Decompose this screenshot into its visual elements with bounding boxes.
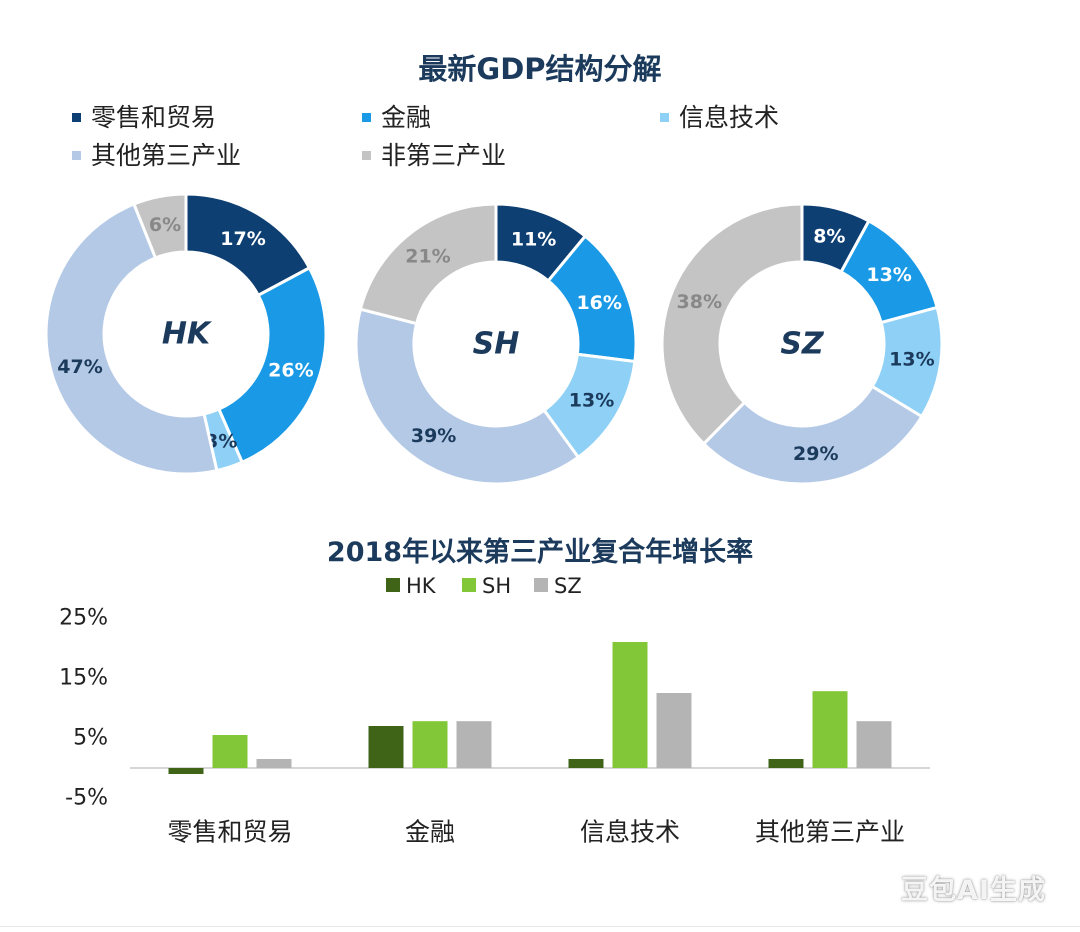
donut-hk-slice-4: [132, 192, 188, 260]
bar-category-label: 其他第三产业: [755, 818, 905, 847]
donut-sz-label-3: 29%: [793, 443, 838, 465]
bar-ytick-label: 5%: [73, 726, 108, 751]
donut-sh-slice-4: [358, 202, 498, 326]
legend-swatch-retail: [72, 112, 81, 122]
bar-legend-swatch-sh: [462, 578, 476, 592]
bar-legend-sz: SZ: [534, 574, 582, 598]
bar-legend-label-hk: HK: [406, 574, 436, 598]
bar-hk-2: [568, 759, 604, 768]
bar-hk-3: [768, 759, 804, 768]
bar-category-label: 信息技术: [580, 818, 680, 847]
bar-sz-3: [856, 721, 892, 768]
bar-category-label: 金融: [405, 818, 455, 847]
bar-legend-swatch-sz: [534, 578, 548, 592]
legend-label-retail: 零售和贸易: [91, 103, 217, 132]
legend-item-it: 信息技术: [660, 98, 779, 134]
donut-sz-label-0: 8%: [813, 225, 845, 247]
legend-label-other-tertiary: 其他第三产业: [91, 141, 242, 170]
donut-hk-label-2: 3%: [205, 430, 237, 452]
donut-charts: 17% 26% 3% 47% 6% HK 11% 16% 13% 39% 21% SH 8% 13% 13%…: [44, 192, 944, 486]
bar-sh-1: [412, 721, 448, 768]
donut-sh-label-3: 39%: [411, 425, 456, 447]
bar-hk-1: [368, 726, 404, 768]
bar-section-title: 2018年以来第三产业复合年增长率: [326, 537, 754, 568]
legend-item-other-tertiary: 其他第三产业: [72, 136, 241, 172]
bar-legend-label-sz: SZ: [554, 574, 582, 598]
bar-sz-0: [256, 759, 292, 768]
donut-hk: 17% 26% 3% 47% 6% HK: [44, 192, 328, 476]
bar-legend-sh: SH: [462, 574, 511, 598]
bar-sz-1: [456, 721, 492, 768]
donut-sz-label-2: 13%: [889, 348, 934, 370]
bar-ytick-label: 15%: [59, 666, 108, 691]
donut-hk-slice-3: [44, 202, 219, 476]
legend-item-non-tertiary: 非第三产业: [362, 136, 506, 172]
bar-legend-hk: HK: [386, 574, 436, 598]
donut-hk-label-0: 17%: [220, 228, 265, 250]
bar-legend-swatch-hk: [386, 578, 400, 592]
donut-sz-label-1: 13%: [866, 264, 911, 286]
donut-sz-label-4: 38%: [677, 291, 722, 313]
bar-category-label: 零售和贸易: [167, 818, 292, 847]
donut-sh-label-2: 13%: [569, 390, 614, 412]
donut-hk-label-1: 26%: [268, 359, 313, 381]
donut-sh-label-1: 16%: [576, 292, 621, 314]
bar-sz-2: [656, 693, 692, 768]
legend-swatch-it: [660, 112, 669, 122]
donut-center-label-sh: SH: [473, 327, 520, 362]
legend-label-non-tertiary: 非第三产业: [381, 141, 507, 170]
donut-sz-slice-4: [660, 202, 804, 446]
donut-hk-label-3: 47%: [57, 356, 102, 378]
bar-sh-3: [812, 691, 848, 768]
donut-hk-slice-1: [216, 265, 328, 465]
bar-ytick-label: 25%: [59, 606, 108, 631]
donut-center-label-hk: HK: [162, 317, 213, 352]
legend-swatch-non-tertiary: [362, 150, 371, 160]
donut-sz-slice-3: [701, 384, 924, 486]
legend-item-finance: 金融: [362, 98, 431, 134]
bar-ytick-label: -5%: [65, 786, 108, 811]
page-bottom-divider: [0, 926, 1080, 927]
bar-hk-0: [168, 768, 204, 774]
legend-swatch-finance: [362, 112, 371, 122]
donut-sh: 11% 16% 13% 39% 21% SH: [354, 202, 638, 486]
bar-sh-2: [612, 642, 648, 768]
legend-swatch-other-tertiary: [72, 150, 81, 160]
bar-legend-label-sh: SH: [482, 574, 512, 598]
donut-sh-label-4: 21%: [405, 245, 450, 267]
watermark: 豆包AI生成: [901, 875, 1046, 906]
donut-hk-label-4: 6%: [149, 214, 181, 236]
donut-sh-label-0: 11%: [511, 229, 556, 251]
donut-section-title: 最新GDP结构分解: [418, 52, 662, 86]
legend-label-finance: 金融: [381, 103, 432, 132]
legend-label-it: 信息技术: [679, 103, 780, 132]
donut-sh-slice-3: [354, 307, 581, 486]
donut-sz: 8% 13% 13% 29% 38% SZ: [660, 202, 944, 486]
bar-sh-0: [212, 735, 248, 768]
donut-center-label-sz: SZ: [780, 327, 825, 362]
legend-item-retail: 零售和贸易: [72, 98, 216, 134]
